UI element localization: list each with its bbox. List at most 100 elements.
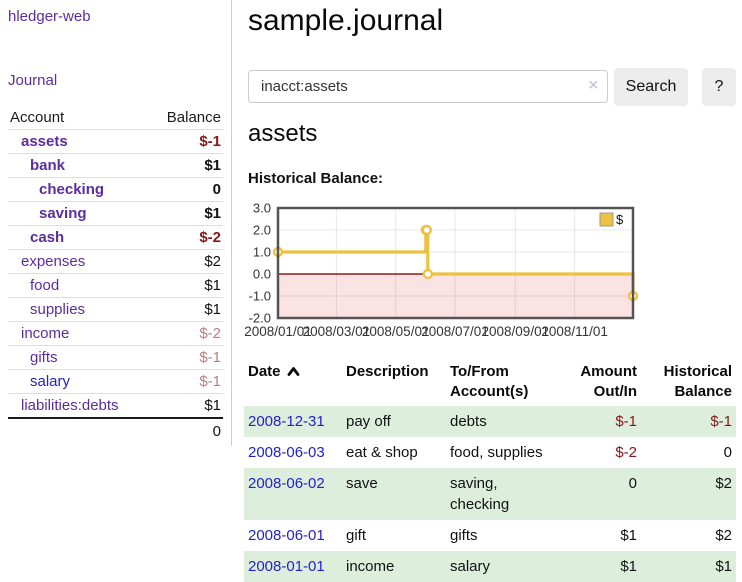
transaction-accounts: food, supplies [446,437,568,468]
balance-chart-svg[interactable]: $3.0 2.0 1.0 0.0 -1.0 -2.02008/01/012008/03/0… [240,196,640,346]
y-axis-tick-label: -2.0 [249,311,271,326]
account-row: checking 0 [8,177,223,202]
search-button[interactable]: Search [614,68,688,106]
sidebar-account-link-assets[interactable]: assets [21,133,68,150]
transaction-accounts-text: food, supplies [450,444,543,461]
y-axis-tick-label: 1.0 [253,245,271,260]
x-axis-tick-label: 2008/01/01 [244,324,312,339]
sort-ascending-icon [287,362,300,382]
register-header-accounts: To/From Account(s) [450,363,529,400]
register-row: 2008-06-02 save saving, checking 0 $2 [244,468,736,520]
account-balance: $-2 [149,225,223,250]
y-axis-tick-label: 3.0 [253,201,271,216]
sidebar-account-link-gifts[interactable]: gifts [30,349,58,366]
search-box: × [248,70,608,103]
historical-balance-chart[interactable]: $3.0 2.0 1.0 0.0 -1.0 -2.0 2008/01/01 2008/03/0… [240,196,640,346]
y-axis-tick-label: 2.0 [253,223,271,238]
account-name-cell: food [8,273,150,298]
transaction-description: income [342,551,446,582]
transaction-date-link[interactable]: 2008-06-03 [248,444,325,461]
transaction-description: save [342,468,446,520]
account-balance: $1 [149,201,223,226]
transaction-accounts: gifts [446,520,568,551]
account-name-cell: cash [8,225,150,250]
account-name-cell: salary [8,369,150,394]
account-name-cell: supplies [8,297,150,322]
clear-search-icon[interactable]: × [588,77,598,94]
accounts-header-account: Account [10,109,65,126]
sidebar-account-link-income[interactable]: income [21,325,70,342]
accounts-total-row: 0 [8,417,223,444]
transaction-date-link[interactable]: 2008-12-31 [248,413,325,430]
sidebar-account-link-expenses[interactable]: expenses [21,253,86,270]
transaction-date-link[interactable]: 2008-01-01 [248,558,325,575]
transaction-accounts: saving, checking [446,468,568,520]
transaction-amount: 0 [568,468,641,520]
account-name-cell: liabilities:debts [8,393,150,418]
register-date-cell: 2008-12-31 [244,406,342,437]
account-name-cell: checking [8,177,150,202]
transaction-balance: $1 [641,551,736,582]
account-row: expenses $2 [8,249,223,274]
transaction-date-link[interactable]: 2008-06-01 [248,527,325,544]
register-rows: 2008-12-31 pay off debts $-1 $-1 2008-06-03 ea… [244,406,736,582]
account-row: assets $-1 [8,129,223,154]
transaction-description: eat & shop [346,444,418,461]
accounts-header-balance: Balance [166,109,221,126]
sidebar-account-link-cash[interactable]: cash [30,229,65,246]
chart-legend-swatch [599,212,614,227]
sidebar-account-link-liabilities-debts[interactable]: liabilities:debts [21,397,119,414]
transaction-amount: $-2 [615,444,637,461]
page-title: sample.journal [248,4,444,37]
transaction-balance: 0 [723,444,732,461]
sidebar-item-journal[interactable]: Journal [8,72,58,89]
register-header-balance: Historical Balance [663,363,732,400]
main-content: sample.journal × Search ? assets Histori… [244,0,742,582]
transaction-amount: $1 [568,551,641,582]
account-row: food $1 [8,273,223,298]
accounts-total-value: 0 [149,417,223,444]
account-balance: $2 [149,249,223,274]
account-balance: $1 [149,297,223,322]
transaction-description: pay off [342,406,446,437]
account-row: income $-2 [8,321,223,346]
transaction-accounts-text: salary [450,558,491,575]
register-header-amount: Amount Out/In [580,363,637,400]
x-axis-tick-label: 2008/11/01 [541,324,608,339]
register-row: 2008-06-01 gift gifts $1 $2 [244,520,736,551]
sidebar-account-link-food[interactable]: food [30,277,60,294]
transaction-accounts-text: gifts [450,527,478,544]
account-balance: $-2 [149,321,223,346]
register-header-date[interactable]: Date [244,358,342,406]
register-row: 2008-06-03 eat & shop food, supplies $-2 0 [244,437,736,468]
transaction-balance: $-1 [641,406,736,437]
y-axis-tick-label: 0.0 [253,267,271,282]
account-name-cell: bank [8,153,150,178]
sidebar-account-link-checking[interactable]: checking [39,181,105,198]
account-balance: $-1 [149,369,223,394]
sidebar-account-link-supplies[interactable]: supplies [30,301,86,318]
x-axis-tick-label: 2008/03/01 [303,324,371,339]
account-balance: $1 [149,273,223,298]
x-axis-tick-label: 2008/07/01 [421,324,489,339]
sidebar-account-link-salary[interactable]: salary [30,373,71,390]
help-button[interactable]: ? [702,68,736,106]
register-table: Date Description To/From Account(s) Amou… [244,358,736,582]
search-input[interactable] [248,70,608,103]
chart-data-point [422,268,433,280]
chart-title: Historical Balance: [248,170,384,187]
chart-border [276,206,635,320]
sidebar-account-link-saving[interactable]: saving [39,205,87,222]
account-row: salary $-1 [8,369,223,394]
search-form: × Search ? [248,68,742,106]
sidebar-account-link-bank[interactable]: bank [30,157,66,174]
transaction-date-link[interactable]: 2008-06-02 [248,475,325,492]
register-date-cell: 2008-06-03 [244,437,342,468]
register-row: 2008-12-31 pay off debts $-1 $-1 [244,406,736,437]
transaction-amount: $1 [620,527,637,544]
account-row: liabilities:debts $1 [8,393,223,418]
register-date-cell: 2008-06-02 [244,468,342,520]
account-row: cash $-2 [8,225,223,250]
accounts-table-header: Account Balance [8,106,223,130]
brand-link[interactable]: hledger-web [8,8,91,25]
